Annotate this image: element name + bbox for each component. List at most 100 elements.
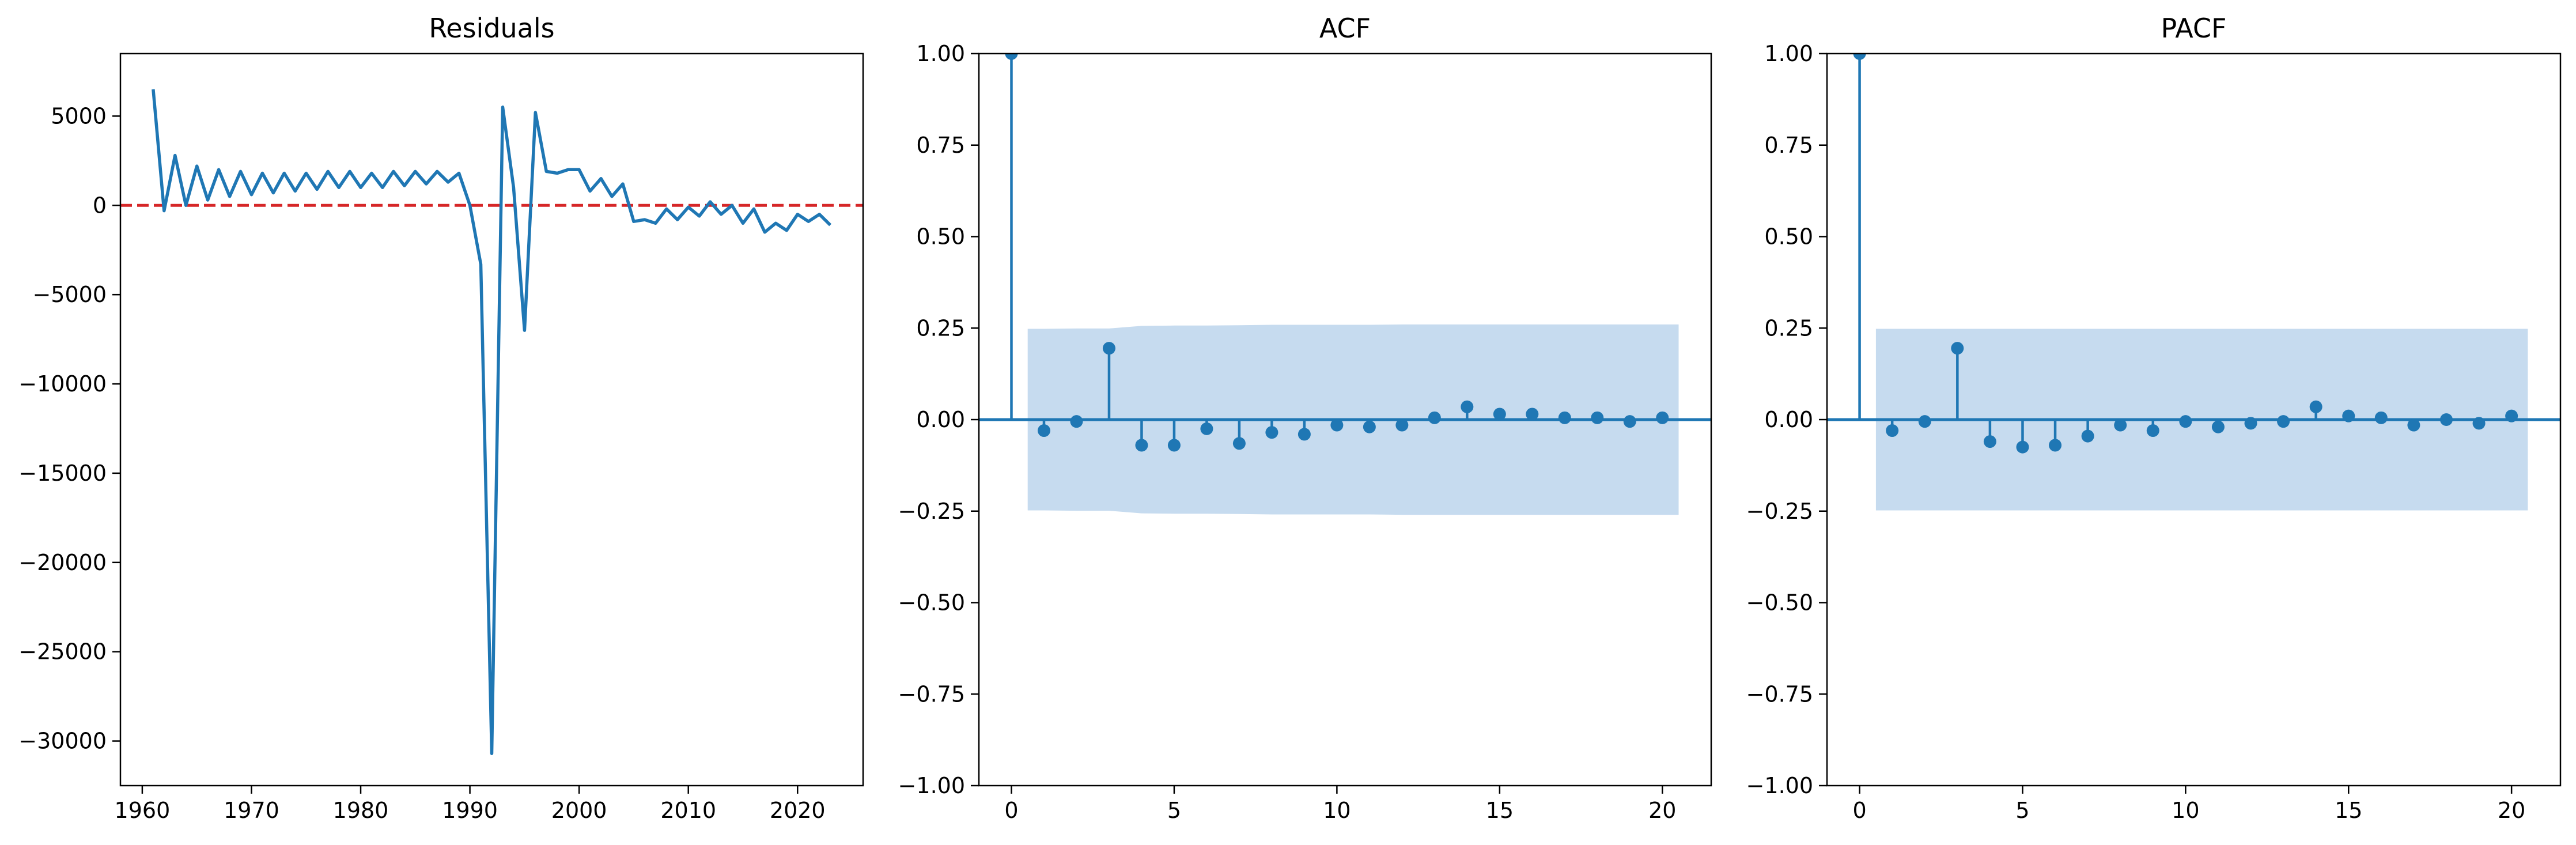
acf-y-tick-label: 0.50 (916, 224, 965, 250)
pacf-y-tick-label: 0.50 (1764, 224, 1813, 250)
residuals-axes-frame (119, 52, 864, 787)
pacf-marker-lag-19 (2472, 417, 2486, 430)
acf-marker-lag-18 (1591, 411, 1604, 424)
residuals-x-tick-label: 1960 (115, 798, 171, 823)
pacf-marker-lag-1 (1886, 424, 1899, 437)
acf-y-tick-label: 0.00 (916, 407, 965, 432)
pacf-x-tick-label: 20 (2498, 798, 2525, 823)
pacf-marker-lag-9 (2146, 424, 2159, 437)
pacf-panel: 0 5 10 15 20 1.00 0.75 0.50 0.25 0.00 −0.25 −0.50 −0… (1746, 13, 2562, 823)
acf-marker-lag-10 (1330, 418, 1344, 432)
pacf-marker-lag-6 (2049, 439, 2062, 452)
pacf-marker-lag-3 (1951, 342, 1964, 355)
pacf-plot-area: 0 5 10 15 20 1.00 0.75 0.50 0.25 0.00 −0.25 −0.50 −0… (1746, 41, 2562, 823)
pacf-marker-lag-20 (2505, 409, 2518, 423)
residuals-y-tick-label: 5000 (51, 103, 107, 129)
residuals-x-tick-label: 2020 (770, 798, 826, 823)
pacf-y-tick-label: −0.50 (1746, 590, 1813, 616)
acf-y-tick-label: −1.00 (898, 773, 965, 798)
pacf-x-tick-label: 15 (2335, 798, 2362, 823)
pacf-y-tick-label: 0.75 (1764, 133, 1813, 158)
pacf-marker-lag-17 (2407, 418, 2420, 432)
acf-marker-lag-4 (1135, 439, 1148, 452)
pacf-marker-lag-4 (1983, 435, 1996, 448)
acf-title: ACF (1319, 13, 1371, 44)
acf-panel: 0 5 10 15 20 1.00 0.75 0.50 0.25 0.00 −0.25 −0.50 −0… (898, 13, 1712, 823)
acf-marker-lag-13 (1428, 411, 1441, 424)
acf-marker-lag-6 (1200, 422, 1213, 435)
residuals-x-tick-label: 1970 (224, 798, 279, 823)
acf-marker-lag-8 (1265, 426, 1278, 439)
acf-y-tick-label: −0.50 (898, 590, 965, 616)
residuals-plot-area: 1960 1970 1980 1990 2000 2010 2020 5000 0 −5000 −1… (18, 52, 864, 823)
acf-x-tick-label: 20 (1648, 798, 1676, 823)
residuals-x-tick-label: 1990 (442, 798, 498, 823)
acf-x-tick-label: 15 (1486, 798, 1514, 823)
acf-marker-lag-19 (1623, 415, 1636, 428)
pacf-marker-lag-18 (2439, 413, 2453, 426)
pacf-marker-lag-15 (2342, 409, 2355, 423)
acf-marker-lag-9 (1298, 428, 1311, 441)
residuals-x-tick-label: 2010 (660, 798, 716, 823)
acf-marker-lag-11 (1363, 420, 1376, 433)
pacf-marker-lag-0 (1853, 54, 1866, 60)
acf-data-layer (979, 54, 1711, 515)
pacf-y-tick-label: 0.25 (1764, 315, 1813, 341)
pacf-marker-lag-2 (1918, 415, 1931, 428)
acf-marker-lag-14 (1461, 400, 1474, 413)
pacf-marker-lag-12 (2244, 417, 2257, 430)
residuals-panel: 1960 1970 1980 1990 2000 2010 2020 5000 0 −5000 −1… (18, 13, 864, 823)
residuals-data-layer (120, 89, 863, 755)
residuals-y-tick-label: −10000 (18, 371, 107, 397)
pacf-marker-lag-13 (2277, 415, 2290, 428)
acf-y-tick-label: −0.25 (898, 499, 965, 524)
pacf-marker-lag-7 (2081, 429, 2094, 443)
acf-y-tick-label: 0.75 (916, 133, 965, 158)
acf-marker-lag-3 (1102, 342, 1115, 355)
residuals-x-tick-label: 1980 (333, 798, 389, 823)
acf-marker-lag-0 (1005, 54, 1018, 60)
acf-marker-lag-17 (1558, 411, 1571, 424)
pacf-y-tick-label: −0.75 (1746, 681, 1813, 707)
residuals-y-tick-label: −20000 (18, 550, 107, 575)
acf-x-tick-label: 0 (1004, 798, 1018, 823)
pacf-marker-lag-10 (2179, 415, 2192, 428)
acf-plot-area: 0 5 10 15 20 1.00 0.75 0.50 0.25 0.00 −0.25 −0.50 −0… (898, 41, 1712, 823)
pacf-data-layer (1827, 54, 2560, 511)
pacf-marker-lag-16 (2374, 411, 2388, 424)
pacf-marker-lag-14 (2309, 400, 2322, 413)
acf-marker-lag-5 (1167, 439, 1181, 452)
acf-marker-lag-12 (1395, 418, 1409, 432)
acf-y-tick-label: 1.00 (916, 41, 965, 66)
pacf-x-tick-label: 5 (2015, 798, 2029, 823)
acf-x-tick-label: 10 (1323, 798, 1351, 823)
pacf-y-tick-label: 1.00 (1764, 41, 1813, 66)
pacf-y-tick-label: 0.00 (1764, 407, 1813, 432)
residuals-y-tick-label: −5000 (32, 282, 107, 307)
acf-x-tick-label: 5 (1167, 798, 1181, 823)
acf-marker-lag-20 (1656, 411, 1669, 424)
residuals-y-tick-label: −30000 (18, 729, 107, 754)
pacf-y-tick-label: −1.00 (1746, 773, 1813, 798)
pacf-x-tick-label: 10 (2172, 798, 2199, 823)
residuals-x-tick-label: 2000 (551, 798, 607, 823)
pacf-title: PACF (2161, 13, 2226, 44)
pacf-marker-lag-11 (2211, 420, 2225, 433)
pacf-y-tick-label: −0.25 (1746, 499, 1813, 524)
acf-marker-lag-7 (1232, 437, 1246, 450)
pacf-x-tick-label: 0 (1852, 798, 1866, 823)
acf-y-tick-label: −0.75 (898, 681, 965, 707)
acf-marker-lag-16 (1526, 408, 1539, 421)
pacf-marker-lag-8 (2114, 418, 2127, 432)
residuals-y-tick-label: 0 (93, 193, 107, 218)
pacf-marker-lag-5 (2016, 440, 2029, 454)
residuals-title: Residuals (429, 13, 554, 44)
residuals-series-line (152, 89, 832, 755)
residuals-y-tick-label: −15000 (18, 461, 107, 486)
acf-marker-lag-15 (1493, 408, 1506, 421)
residuals-y-tick-label: −25000 (18, 639, 107, 665)
acf-marker-lag-2 (1070, 415, 1083, 428)
acf-y-tick-label: 0.25 (916, 315, 965, 341)
acf-marker-lag-1 (1037, 424, 1050, 437)
